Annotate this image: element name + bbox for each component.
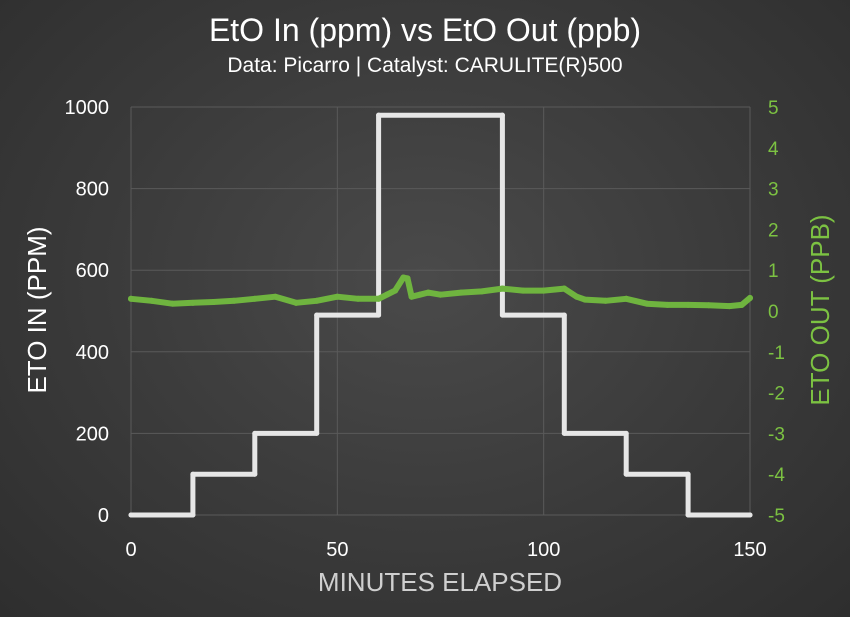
eto-out-point — [272, 293, 279, 300]
right-axis-title: ETO OUT (PPB) — [805, 214, 835, 405]
eto-in-point — [252, 471, 258, 477]
eto-out-point — [437, 291, 444, 298]
eto-in-point — [252, 430, 258, 436]
right-tick-label: -5 — [768, 506, 785, 527]
eto-in-point — [376, 312, 382, 318]
left-tick-label: 0 — [98, 505, 109, 527]
eto-out-point — [499, 285, 506, 292]
eto-in-point — [190, 512, 196, 518]
eto-in-point — [623, 471, 629, 477]
eto-out-point — [231, 297, 238, 304]
eto-out-point — [189, 299, 196, 306]
eto-in-line — [128, 112, 753, 518]
eto-out-point — [561, 285, 568, 292]
eto-out-point — [573, 293, 580, 300]
eto-in-point — [190, 471, 196, 477]
eto-in-point — [128, 512, 134, 518]
x-axis-title: MINUTES ELAPSED — [318, 567, 562, 597]
left-axis-title: ETO IN (PPM) — [22, 226, 52, 393]
x-tick-label: 150 — [733, 539, 766, 561]
series-layer — [128, 112, 753, 518]
eto-out-point — [404, 275, 411, 282]
eto-in-point — [499, 312, 505, 318]
eto-out-point — [251, 295, 258, 302]
eto-out-point — [313, 297, 320, 304]
eto-in-point — [376, 112, 382, 118]
eto-out-point — [375, 295, 382, 302]
x-tick-label: 0 — [125, 539, 136, 561]
left-tick-label: 400 — [76, 342, 109, 364]
right-tick-label: 0 — [768, 302, 779, 323]
eto-out-point — [705, 302, 712, 309]
eto-in-point — [314, 312, 320, 318]
x-tick-label: 100 — [527, 539, 560, 561]
left-axis-ticks: 0 200 400 600 800 1000 — [65, 97, 110, 527]
right-axis-ticks: -5 -4 -3 -2 -1 0 1 2 3 4 5 — [768, 98, 785, 527]
x-tick-label: 50 — [326, 539, 348, 561]
eto-in-point — [685, 512, 691, 518]
right-tick-label: 5 — [768, 98, 779, 119]
eto-in-point — [747, 512, 753, 518]
eto-out-point — [685, 301, 692, 308]
right-tick-label: -2 — [768, 384, 785, 405]
eto-out-point — [581, 296, 588, 303]
eto-out-point — [738, 301, 745, 308]
right-tick-label: 1 — [768, 261, 779, 282]
eto-in-point — [685, 471, 691, 477]
eto-out-point — [169, 300, 176, 307]
eto-out-point — [334, 293, 341, 300]
eto-out-point — [383, 291, 390, 298]
x-axis-ticks: 0 50 100 150 — [125, 539, 766, 561]
eto-out-point — [602, 297, 609, 304]
eto-out-point — [354, 295, 361, 302]
eto-out-point — [416, 291, 423, 298]
chart-subtitle: Data: Picarro | Catalyst: CARULITE(R)500 — [227, 54, 623, 77]
right-tick-label: 2 — [768, 220, 779, 241]
grid — [130, 106, 751, 516]
eto-out-point — [128, 295, 134, 302]
eto-out-point — [425, 289, 432, 296]
eto-in-point — [561, 312, 567, 318]
right-tick-label: -4 — [768, 465, 785, 486]
eto-out-point — [210, 299, 217, 306]
eto-in-point — [623, 430, 629, 436]
left-tick-label: 200 — [76, 423, 109, 445]
eto-out-point — [408, 293, 415, 300]
right-tick-label: 4 — [768, 139, 779, 160]
eto-out-line — [128, 274, 753, 310]
eto-out-point — [540, 287, 547, 294]
left-tick-label: 1000 — [65, 97, 110, 119]
eto-out-point — [458, 289, 465, 296]
eto-out-point — [520, 287, 527, 294]
eto-in-point — [314, 430, 320, 436]
eto-out-point — [148, 297, 155, 304]
eto-out-point — [726, 303, 733, 310]
left-tick-label: 800 — [76, 179, 109, 201]
eto-out-point — [392, 287, 399, 294]
left-tick-label: 600 — [76, 260, 109, 282]
eto-out-point — [478, 288, 485, 295]
eto-out-point — [293, 299, 300, 306]
right-tick-label: -1 — [768, 343, 785, 364]
eto-out-point — [747, 294, 753, 301]
chart-title: EtO In (ppm) vs EtO Out (ppb) — [208, 12, 642, 48]
eto-out-point — [643, 300, 650, 307]
eto-out-point — [623, 295, 630, 302]
right-tick-label: -3 — [768, 424, 785, 445]
eto-in-point — [561, 430, 567, 436]
eto-in-point — [499, 112, 505, 118]
right-tick-label: 3 — [768, 180, 779, 201]
eto-out-point — [664, 301, 671, 308]
